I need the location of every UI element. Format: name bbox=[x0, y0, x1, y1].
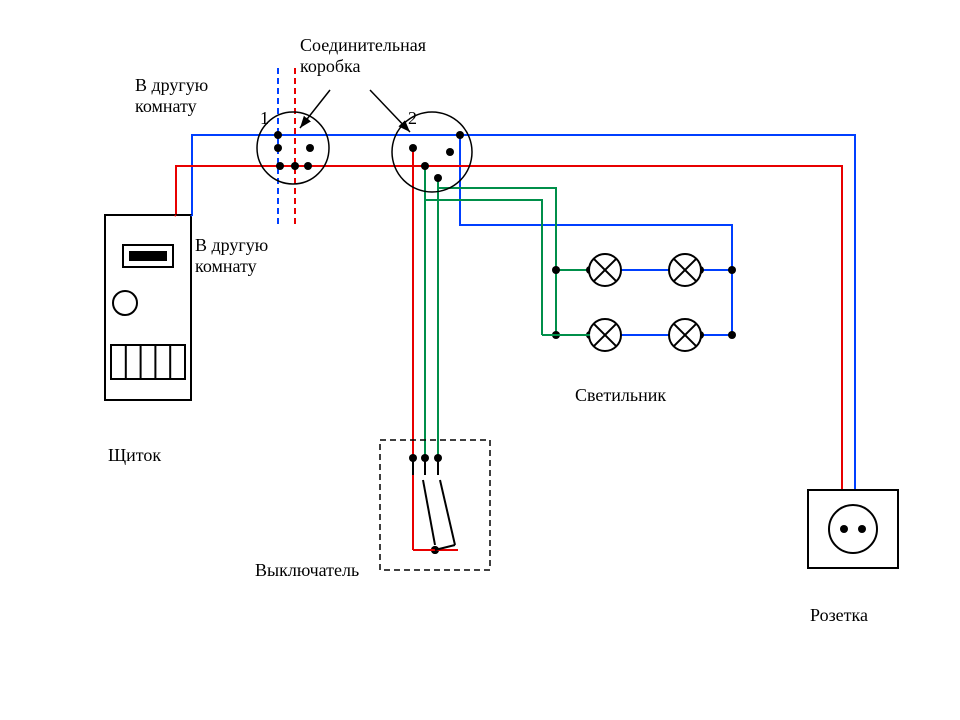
node bbox=[291, 162, 299, 170]
socket-icon bbox=[808, 490, 898, 568]
node bbox=[409, 144, 417, 152]
node bbox=[728, 266, 736, 274]
pointer-arrow bbox=[370, 90, 410, 132]
node bbox=[456, 131, 464, 139]
label-socket: Розетка bbox=[810, 605, 868, 626]
node bbox=[446, 148, 454, 156]
wire bbox=[425, 200, 542, 325]
wire bbox=[176, 166, 842, 490]
pointer-arrow bbox=[300, 90, 330, 128]
node bbox=[728, 331, 736, 339]
label-lamp: Светильник bbox=[575, 385, 666, 406]
label-junction-title: Соединительная коробка bbox=[300, 35, 426, 76]
node bbox=[434, 174, 442, 182]
label-box2-num: 2 bbox=[408, 108, 417, 129]
label-panel: Щиток bbox=[108, 445, 161, 466]
lamp-group-icon bbox=[542, 254, 701, 351]
node bbox=[304, 162, 312, 170]
node bbox=[274, 131, 282, 139]
label-other-room-top: В другую комнату bbox=[135, 75, 208, 116]
node bbox=[552, 266, 560, 274]
node bbox=[421, 162, 429, 170]
label-box1-num: 1 bbox=[260, 108, 269, 129]
panel-icon bbox=[105, 215, 192, 400]
label-switch: Выключатель bbox=[255, 560, 359, 581]
node bbox=[276, 162, 284, 170]
node bbox=[274, 144, 282, 152]
label-other-room-bot: В другую комнату bbox=[195, 235, 268, 276]
node bbox=[306, 144, 314, 152]
